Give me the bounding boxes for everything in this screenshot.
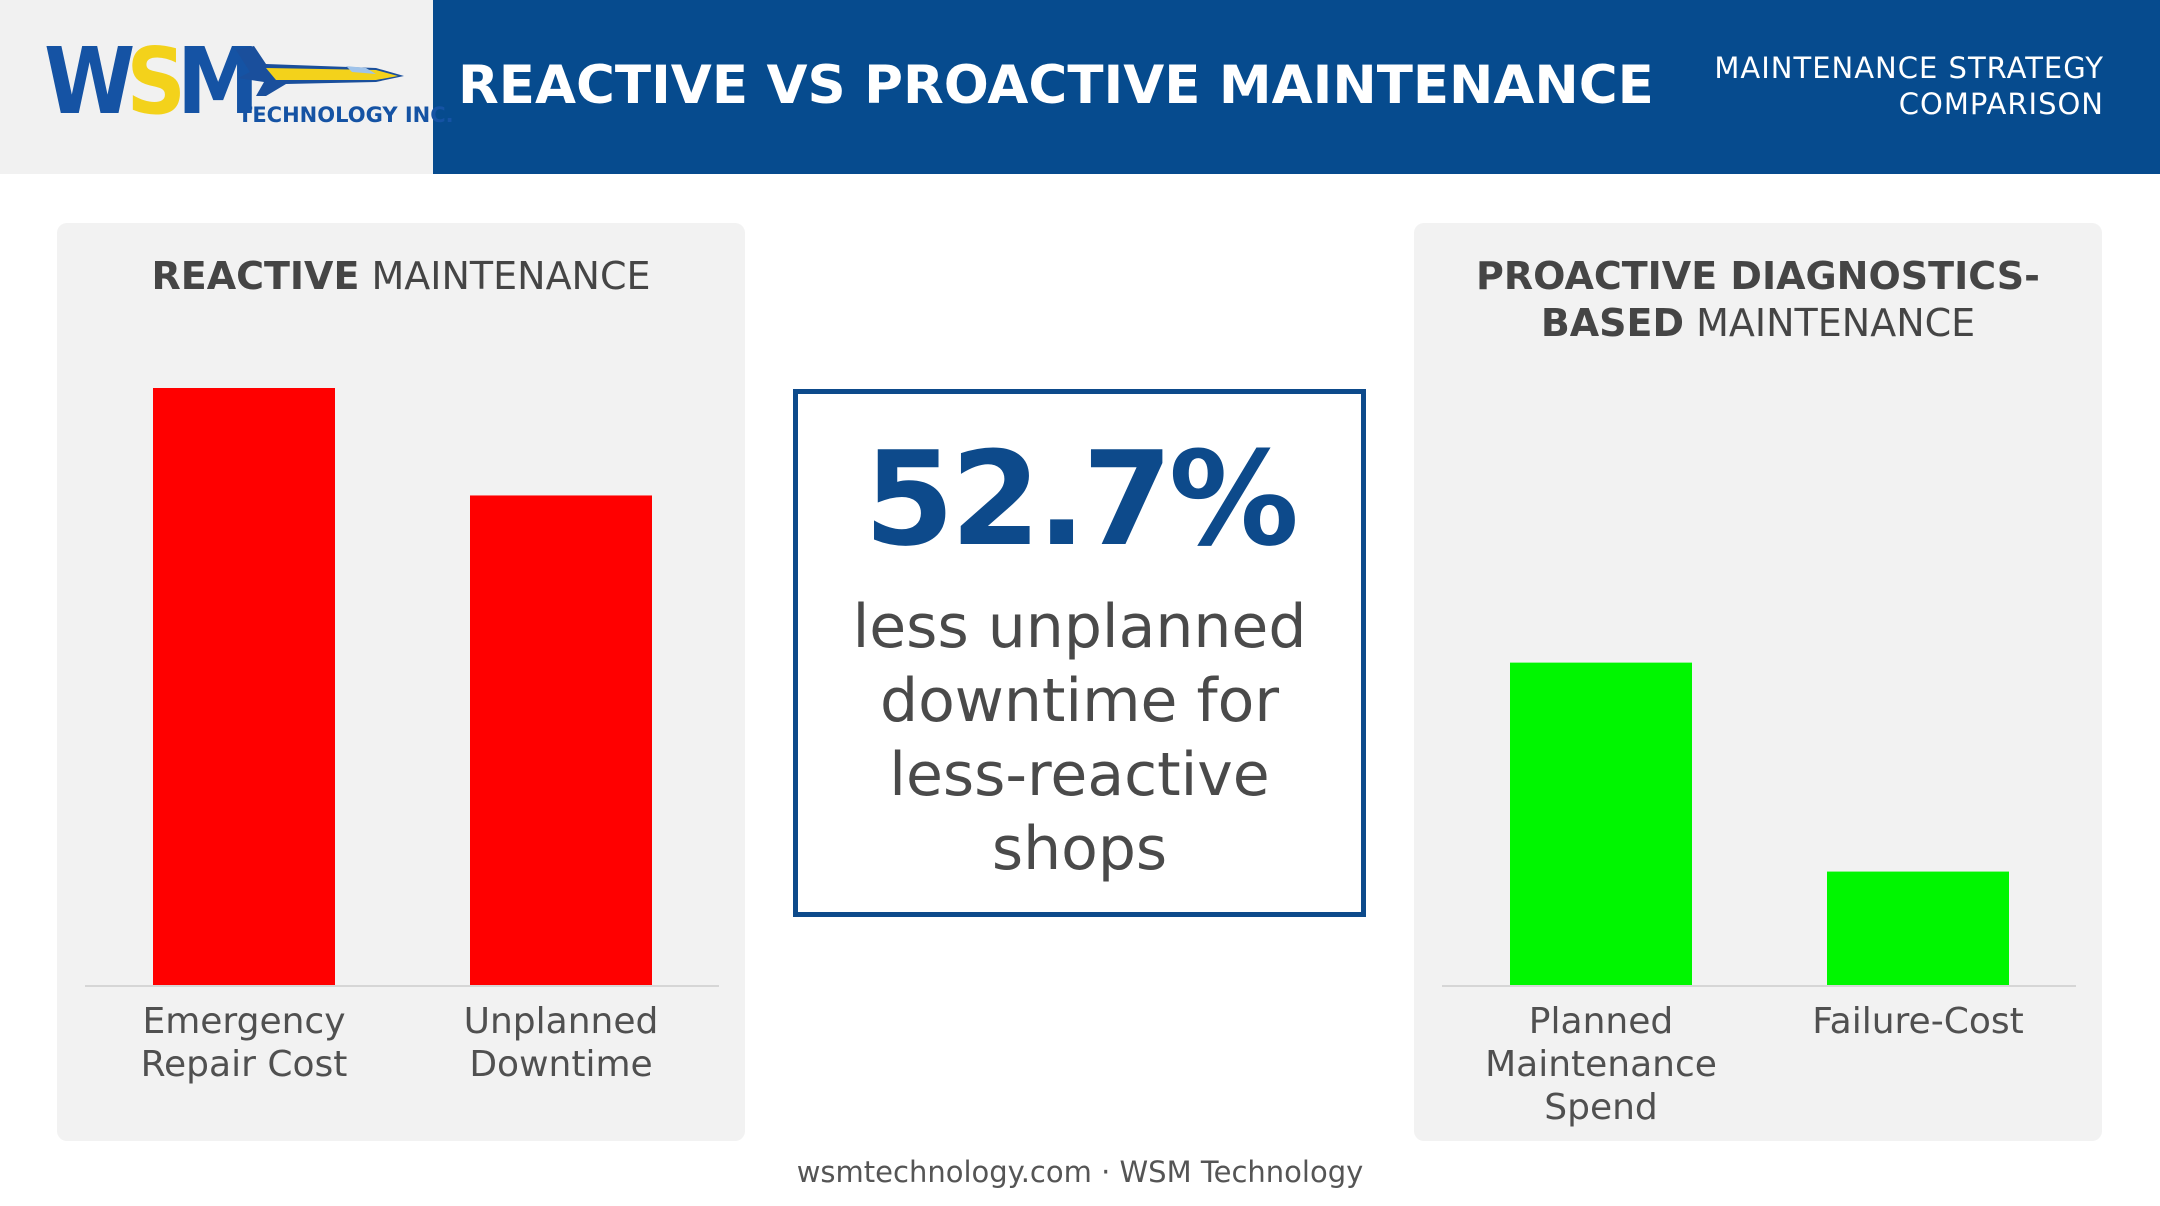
bar-0-1 [470, 495, 652, 985]
page-subtitle: MAINTENANCE STRATEGY COMPARISON [1584, 50, 2104, 122]
proactive-panel: PROACTIVE DIAGNOSTICS- BASED MAINTENANCE… [1414, 223, 2102, 1141]
reactive-panel-title: REACTIVE MAINTENANCE [57, 253, 745, 300]
subtitle-line-1: MAINTENANCE STRATEGY [1714, 51, 2104, 85]
reactive-panel: REACTIVE MAINTENANCE Emergency Repair Cos… [57, 223, 745, 1141]
category-label-line: Maintenance [1485, 1044, 1717, 1085]
logo: WSM TECHNOLOGY INC. [0, 0, 454, 174]
category-label-1-0: Planned Maintenance Spend [1485, 1001, 1717, 1128]
category-label-line: Spend [1544, 1087, 1658, 1128]
category-label-line: Failure-Cost [1812, 1001, 2023, 1042]
logo-subtitle: TECHNOLOGY INC. [238, 103, 454, 127]
proactive-panel-title: PROACTIVE DIAGNOSTICS- BASED MAINTENANCE [1414, 253, 2102, 347]
category-label-line: Repair Cost [141, 1044, 348, 1085]
category-label-0-1: Unplanned Downtime [464, 1001, 659, 1085]
jet-icon [236, 46, 404, 96]
bar-1-0 [1510, 662, 1692, 985]
logo-wordmark: WSM [44, 28, 259, 135]
proactive-chart: Planned Maintenance Spend Failure-Cost [1442, 662, 2076, 1128]
category-label-0-0: Emergency Repair Cost [141, 1001, 348, 1085]
subtitle-line-2: COMPARISON [1898, 87, 2104, 121]
header-bar: WSM TECHNOLOGY INC. REACTIVE VS PROACTIV… [0, 0, 2160, 174]
proactive-title-bold: PROACTIVE DIAGNOSTICS- [1476, 254, 2040, 298]
reactive-title-rest: MAINTENANCE [359, 254, 651, 298]
stat-callout: 52.7% less unplanned downtime for less-r… [793, 389, 1366, 917]
category-label-1-1: Failure-Cost [1812, 1001, 2023, 1042]
footer-text: wsmtechnology.com · WSM Technology [796, 1155, 1364, 1189]
stat-description: less unplanned downtime for less-reactiv… [852, 592, 1307, 884]
stat-value: 52.7% [863, 423, 1299, 575]
category-label-line: Emergency [142, 1001, 345, 1042]
category-label-line: Unplanned [464, 1001, 659, 1042]
category-label-line: Planned [1529, 1001, 1673, 1042]
bar-0-0 [153, 388, 335, 985]
category-label-line: Downtime [469, 1044, 652, 1085]
proactive-title-line-2: BASED MAINTENANCE [1414, 300, 2102, 347]
proactive-title-rest: MAINTENANCE [1684, 301, 1976, 345]
bar-1-1 [1827, 871, 2009, 985]
reactive-chart: Emergency Repair Cost Unplanned Downtime [85, 388, 719, 1085]
proactive-title-bold-2: BASED [1540, 301, 1685, 345]
reactive-title-bold: REACTIVE [151, 254, 360, 298]
page-title: REACTIVE VS PROACTIVE MAINTENANCE [458, 55, 1654, 116]
proactive-title-line-1: PROACTIVE DIAGNOSTICS- [1414, 253, 2102, 300]
